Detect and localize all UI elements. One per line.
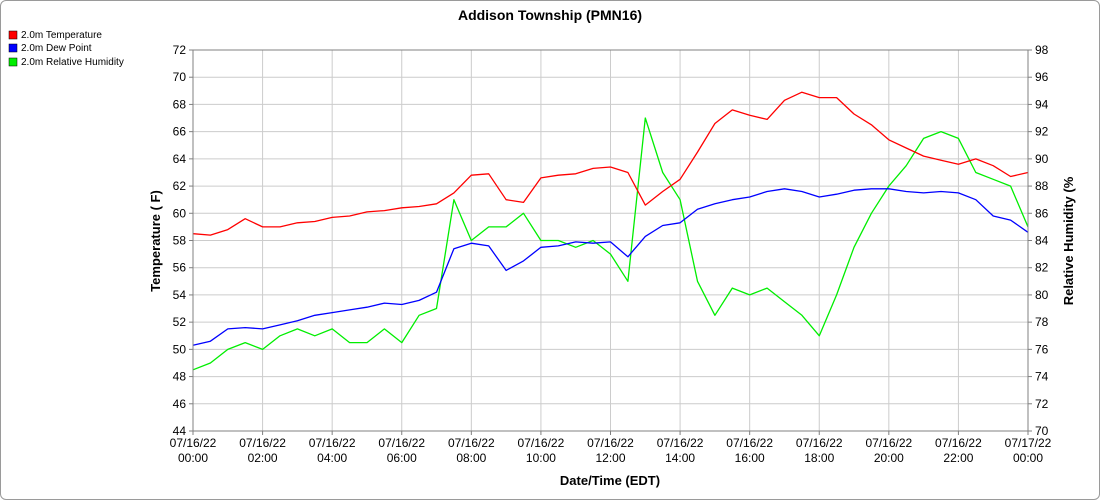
y-axis-title: Temperature ( F)	[148, 190, 163, 292]
y2-tick-label: 78	[1035, 315, 1049, 329]
y-tick-label: 46	[173, 397, 187, 411]
y2-tick-label: 98	[1035, 43, 1049, 57]
y-tick-label: 48	[173, 370, 187, 384]
grid	[192, 49, 1029, 432]
x-tick-time: 12:00	[595, 451, 625, 465]
legend-item-dew-point: 2.0m Dew Point	[8, 43, 92, 54]
y2-tick-label: 92	[1035, 125, 1049, 139]
y-tick-label: 70	[173, 70, 187, 84]
y2-tick-label: 74	[1035, 370, 1049, 384]
x-axis: 07/16/2200:0007/16/2202:0007/16/2204:000…	[170, 431, 1052, 465]
y-tick-label: 50	[173, 342, 187, 356]
x-tick-time: 02:00	[248, 451, 278, 465]
legend: 2.0m Temperature 2.0m Dew Point 2.0m Rel…	[8, 30, 124, 68]
y-tick-label: 44	[173, 424, 187, 438]
x-tick-date: 07/16/22	[378, 436, 425, 450]
legend-swatch-relative-humidity	[8, 57, 18, 67]
x-tick-time: 00:00	[178, 451, 208, 465]
y2-tick-label: 90	[1035, 152, 1049, 166]
legend-item-temperature: 2.0m Temperature	[8, 30, 102, 41]
x-tick-date: 07/17/22	[1005, 436, 1052, 450]
x-tick-date: 07/16/22	[239, 436, 286, 450]
y-tick-label: 54	[173, 288, 187, 302]
x-tick-date: 07/16/22	[309, 436, 356, 450]
x-tick-date: 07/16/22	[726, 436, 773, 450]
y2-tick-label: 94	[1035, 97, 1049, 111]
y-tick-label: 58	[173, 234, 187, 248]
x-tick-date: 07/16/22	[796, 436, 843, 450]
y2-tick-label: 84	[1035, 234, 1049, 248]
legend-label-relative-humidity: 2.0m Relative Humidity	[21, 57, 124, 68]
x-tick-time: 18:00	[804, 451, 834, 465]
x-tick-time: 22:00	[943, 451, 973, 465]
y2-tick-label: 72	[1035, 397, 1049, 411]
y2-tick-label: 86	[1035, 206, 1049, 220]
series-temperature-line	[192, 91, 1029, 236]
y-tick-label: 56	[173, 261, 187, 275]
y-tick-label: 72	[173, 43, 187, 57]
x-tick-date: 07/16/22	[170, 436, 217, 450]
legend-label-temperature: 2.0m Temperature	[21, 30, 102, 41]
x-tick-date: 07/16/22	[518, 436, 565, 450]
legend-swatch-temperature	[8, 30, 18, 40]
y2-tick-label: 82	[1035, 261, 1049, 275]
y2-tick-label: 70	[1035, 424, 1049, 438]
x-tick-time: 04:00	[317, 451, 347, 465]
x-tick-time: 20:00	[874, 451, 904, 465]
x-tick-time: 08:00	[456, 451, 486, 465]
x-tick-date: 07/16/22	[865, 436, 912, 450]
series-layer	[192, 91, 1029, 371]
x-tick-time: 06:00	[387, 451, 417, 465]
y-tick-label: 62	[173, 179, 187, 193]
series-relative-humidity-line	[192, 117, 1029, 371]
y2-tick-label: 96	[1035, 70, 1049, 84]
y2-axis-title: Relative Humidity (%	[1061, 176, 1076, 305]
legend-label-dew-point: 2.0m Dew Point	[21, 43, 92, 54]
x-tick-date: 07/16/22	[935, 436, 982, 450]
y-tick-label: 52	[173, 315, 187, 329]
x-tick-date: 07/16/22	[657, 436, 704, 450]
y2-tick-label: 88	[1035, 179, 1049, 193]
x-tick-time: 00:00	[1013, 451, 1043, 465]
series-dew-point-line	[192, 188, 1029, 346]
x-tick-date: 07/16/22	[587, 436, 634, 450]
x-axis-title: Date/Time (EDT)	[560, 473, 660, 488]
y-tick-label: 66	[173, 125, 187, 139]
y-axis-right: 70 72 74 76 78 80 82 84 86 88 90 92 94 96 98	[1028, 43, 1049, 438]
chart-title: Addison Township (PMN16)	[458, 7, 642, 23]
y-tick-label: 68	[173, 97, 187, 111]
x-tick-date: 07/16/22	[448, 436, 495, 450]
y-tick-label: 64	[173, 152, 187, 166]
x-tick-time: 10:00	[526, 451, 556, 465]
x-tick-time: 14:00	[665, 451, 695, 465]
y-axis-left: 44 46 48 50 52 54 56 58 60 62 64 66 68 70 72	[173, 43, 193, 438]
y2-tick-label: 80	[1035, 288, 1049, 302]
x-tick-time: 16:00	[735, 451, 765, 465]
legend-item-relative-humidity: 2.0m Relative Humidity	[8, 57, 124, 68]
legend-swatch-dew-point	[8, 43, 18, 53]
y-tick-label: 60	[173, 206, 187, 220]
y2-tick-label: 76	[1035, 342, 1049, 356]
